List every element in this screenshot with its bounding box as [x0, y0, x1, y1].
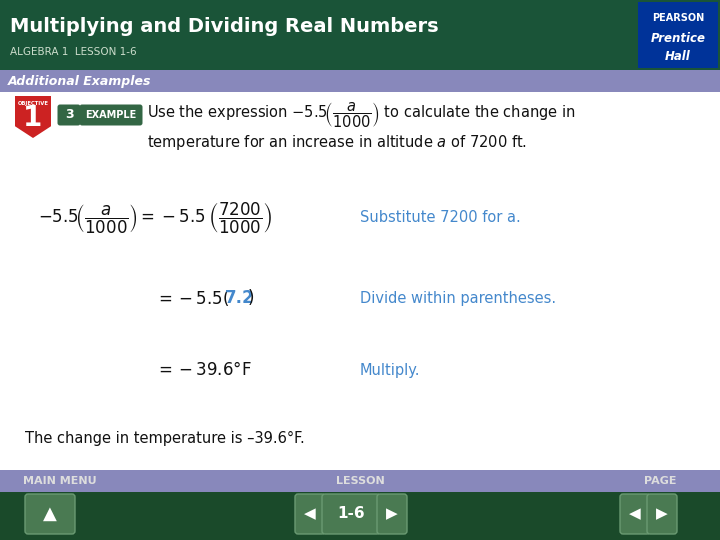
- FancyBboxPatch shape: [58, 105, 81, 125]
- Text: OBJECTIVE: OBJECTIVE: [17, 101, 48, 106]
- Text: temperature for an increase in altitude $a$ of 7200 ft.: temperature for an increase in altitude …: [147, 133, 527, 152]
- FancyBboxPatch shape: [620, 494, 650, 534]
- Text: ◀: ◀: [629, 507, 641, 522]
- Text: EXAMPLE: EXAMPLE: [86, 110, 137, 120]
- Text: 1-6: 1-6: [337, 507, 365, 522]
- Text: ): ): [248, 289, 254, 307]
- Text: Hall: Hall: [665, 50, 691, 63]
- Text: ◀: ◀: [304, 507, 316, 522]
- Bar: [0, 70, 720, 92]
- FancyBboxPatch shape: [25, 494, 75, 534]
- Text: Use the expression $-5.5\!\left(\dfrac{a}{1000}\right)$ to calculate the change : Use the expression $-5.5\!\left(\dfrac{a…: [147, 100, 575, 130]
- FancyBboxPatch shape: [647, 494, 677, 534]
- Bar: [0, 0, 720, 70]
- Polygon shape: [15, 96, 51, 138]
- Text: 1: 1: [23, 104, 42, 132]
- Text: The change in temperature is –39.6°F.: The change in temperature is –39.6°F.: [25, 430, 305, 445]
- FancyBboxPatch shape: [322, 494, 380, 534]
- Text: 7.2: 7.2: [225, 289, 255, 307]
- Text: Multiply.: Multiply.: [360, 362, 420, 377]
- Text: $= -39.6°\mathrm{F}$: $= -39.6°\mathrm{F}$: [155, 361, 252, 379]
- Text: ▶: ▶: [386, 507, 398, 522]
- Bar: [638, 2, 718, 68]
- Text: Divide within parentheses.: Divide within parentheses.: [360, 291, 556, 306]
- Text: Prentice: Prentice: [650, 31, 706, 44]
- Text: $-5.5\!\left(\dfrac{a}{1000}\right)=-5.5\:\left(\dfrac{7200}{1000}\right)$: $-5.5\!\left(\dfrac{a}{1000}\right)=-5.5…: [38, 200, 272, 235]
- Text: $= -5.5($: $= -5.5($: [155, 288, 230, 308]
- Text: Multiplying and Dividing Real Numbers: Multiplying and Dividing Real Numbers: [10, 17, 438, 36]
- Text: ▶: ▶: [656, 507, 668, 522]
- FancyBboxPatch shape: [377, 494, 407, 534]
- Text: 3: 3: [65, 109, 73, 122]
- Text: LESSON: LESSON: [336, 476, 384, 486]
- Text: Additional Examples: Additional Examples: [8, 75, 151, 87]
- Text: ▲: ▲: [43, 505, 57, 523]
- Text: PEARSON: PEARSON: [652, 13, 704, 23]
- Bar: [0, 492, 720, 540]
- Text: ALGEBRA 1  LESSON 1-6: ALGEBRA 1 LESSON 1-6: [10, 47, 137, 57]
- Text: PAGE: PAGE: [644, 476, 676, 486]
- Text: Substitute 7200 for a.: Substitute 7200 for a.: [360, 211, 521, 226]
- FancyBboxPatch shape: [295, 494, 325, 534]
- Bar: [0, 470, 720, 492]
- Text: MAIN MENU: MAIN MENU: [23, 476, 96, 486]
- FancyBboxPatch shape: [79, 105, 143, 125]
- Bar: [0, 92, 720, 470]
